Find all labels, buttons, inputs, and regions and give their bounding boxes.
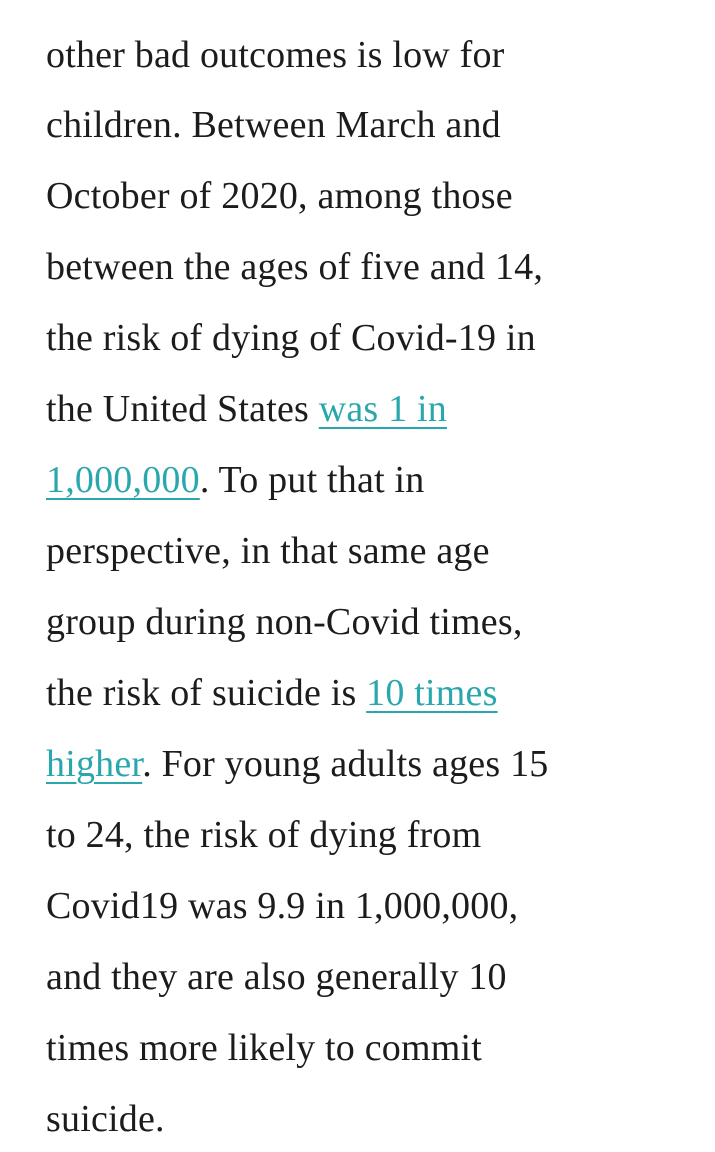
- paragraph-line: times more likely to commit: [46, 1027, 482, 1069]
- paragraph-line: group during non-Covid times,: [46, 601, 523, 643]
- link-risk-covid-children[interactable]: was 1 in: [318, 388, 447, 430]
- paragraph-line: children. Between March and: [46, 104, 501, 146]
- paragraph-line: the risk of suicide is 10 times: [46, 674, 498, 712]
- paragraph-line: and they are also generally 10: [46, 956, 507, 998]
- paragraph-line: the risk of dying of Covid-19 in: [46, 317, 536, 359]
- paragraph-line: October of 2020, among those: [46, 175, 513, 217]
- line-text: . For young adults ages 15: [142, 743, 549, 785]
- link-suicide-risk[interactable]: 10 times: [366, 672, 498, 714]
- link-risk-covid-children-continued[interactable]: 1,000,000: [46, 459, 200, 501]
- paragraph-line: higher. For young adults ages 15: [46, 745, 548, 783]
- paragraph-line: Covid19 was 9.9 in 1,000,000,: [46, 885, 519, 927]
- paragraph-line: the United States was 1 in: [46, 390, 447, 428]
- paragraph-line: suicide.: [46, 1098, 165, 1140]
- clipped-previous-line-fragment: ,: [240, 0, 280, 6]
- line-text: the United States: [46, 388, 319, 430]
- paragraph-line: between the ages of five and 14,: [46, 246, 544, 288]
- paragraph-line: 1,000,000. To put that in: [46, 461, 424, 499]
- line-text: the risk of suicide is: [46, 672, 367, 714]
- paragraph-line: perspective, in that same age: [46, 530, 490, 572]
- link-suicide-risk-continued[interactable]: higher: [46, 743, 143, 785]
- paragraph-line: other bad outcomes is low for: [46, 34, 505, 76]
- line-text: . To put that in: [199, 459, 425, 501]
- paragraph-line: to 24, the risk of dying from: [46, 814, 482, 856]
